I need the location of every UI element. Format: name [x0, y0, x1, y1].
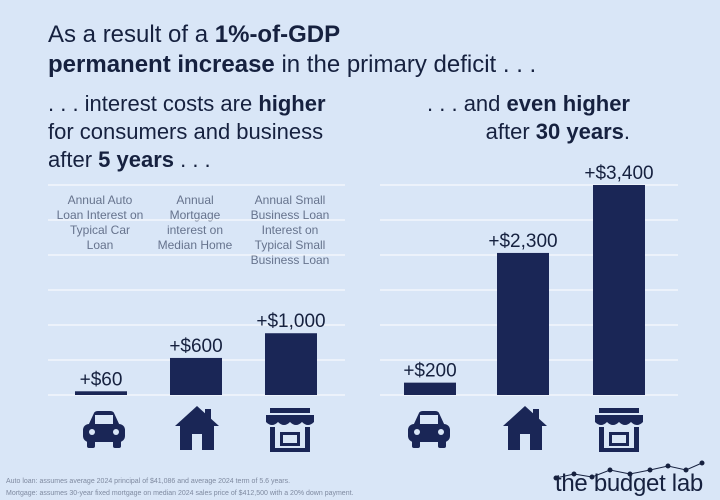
- footnote: Auto loan: assumes average 2024 principa…: [6, 478, 354, 497]
- bar-value-label: +$3,400: [584, 163, 653, 184]
- right-subtitle: . . . and even higher after 30 years.: [427, 91, 630, 144]
- category-label-small-business: Annual Small Business Loan Interest on T…: [250, 193, 330, 267]
- category-label-auto: Annual Auto Loan Interest on Typical Car…: [56, 193, 144, 252]
- house-icon: [175, 406, 219, 450]
- bar: [170, 357, 222, 395]
- bar: [265, 333, 317, 395]
- logo: the budget lab: [555, 470, 703, 497]
- bar: [75, 391, 127, 395]
- bar: [404, 382, 456, 395]
- bar-value-label: +$600: [169, 336, 222, 357]
- storefront-icon: [595, 408, 643, 452]
- headline: As a result of a 1%-of-GDP permanent inc…: [48, 21, 537, 78]
- car-icon: [83, 411, 125, 448]
- car-icon: [408, 411, 450, 448]
- house-icon: [503, 406, 547, 450]
- data-labels: +$60 +$600 +$1,000 +$200 +$2,300 +$3,400: [80, 163, 654, 390]
- bar-value-label: +$2,300: [488, 231, 557, 252]
- bar-value-label: +$1,000: [256, 311, 325, 332]
- bar: [497, 252, 549, 395]
- left-subtitle: . . . interest costs are higher for cons…: [48, 91, 326, 172]
- storefront-icon: [266, 408, 314, 452]
- bar: [593, 185, 645, 395]
- bar-value-label: +$60: [80, 369, 123, 390]
- bars: [75, 185, 645, 395]
- category-label-mortgage: Annual Mortgage interest on Median Home: [157, 193, 233, 252]
- bar-value-label: +$200: [403, 361, 456, 382]
